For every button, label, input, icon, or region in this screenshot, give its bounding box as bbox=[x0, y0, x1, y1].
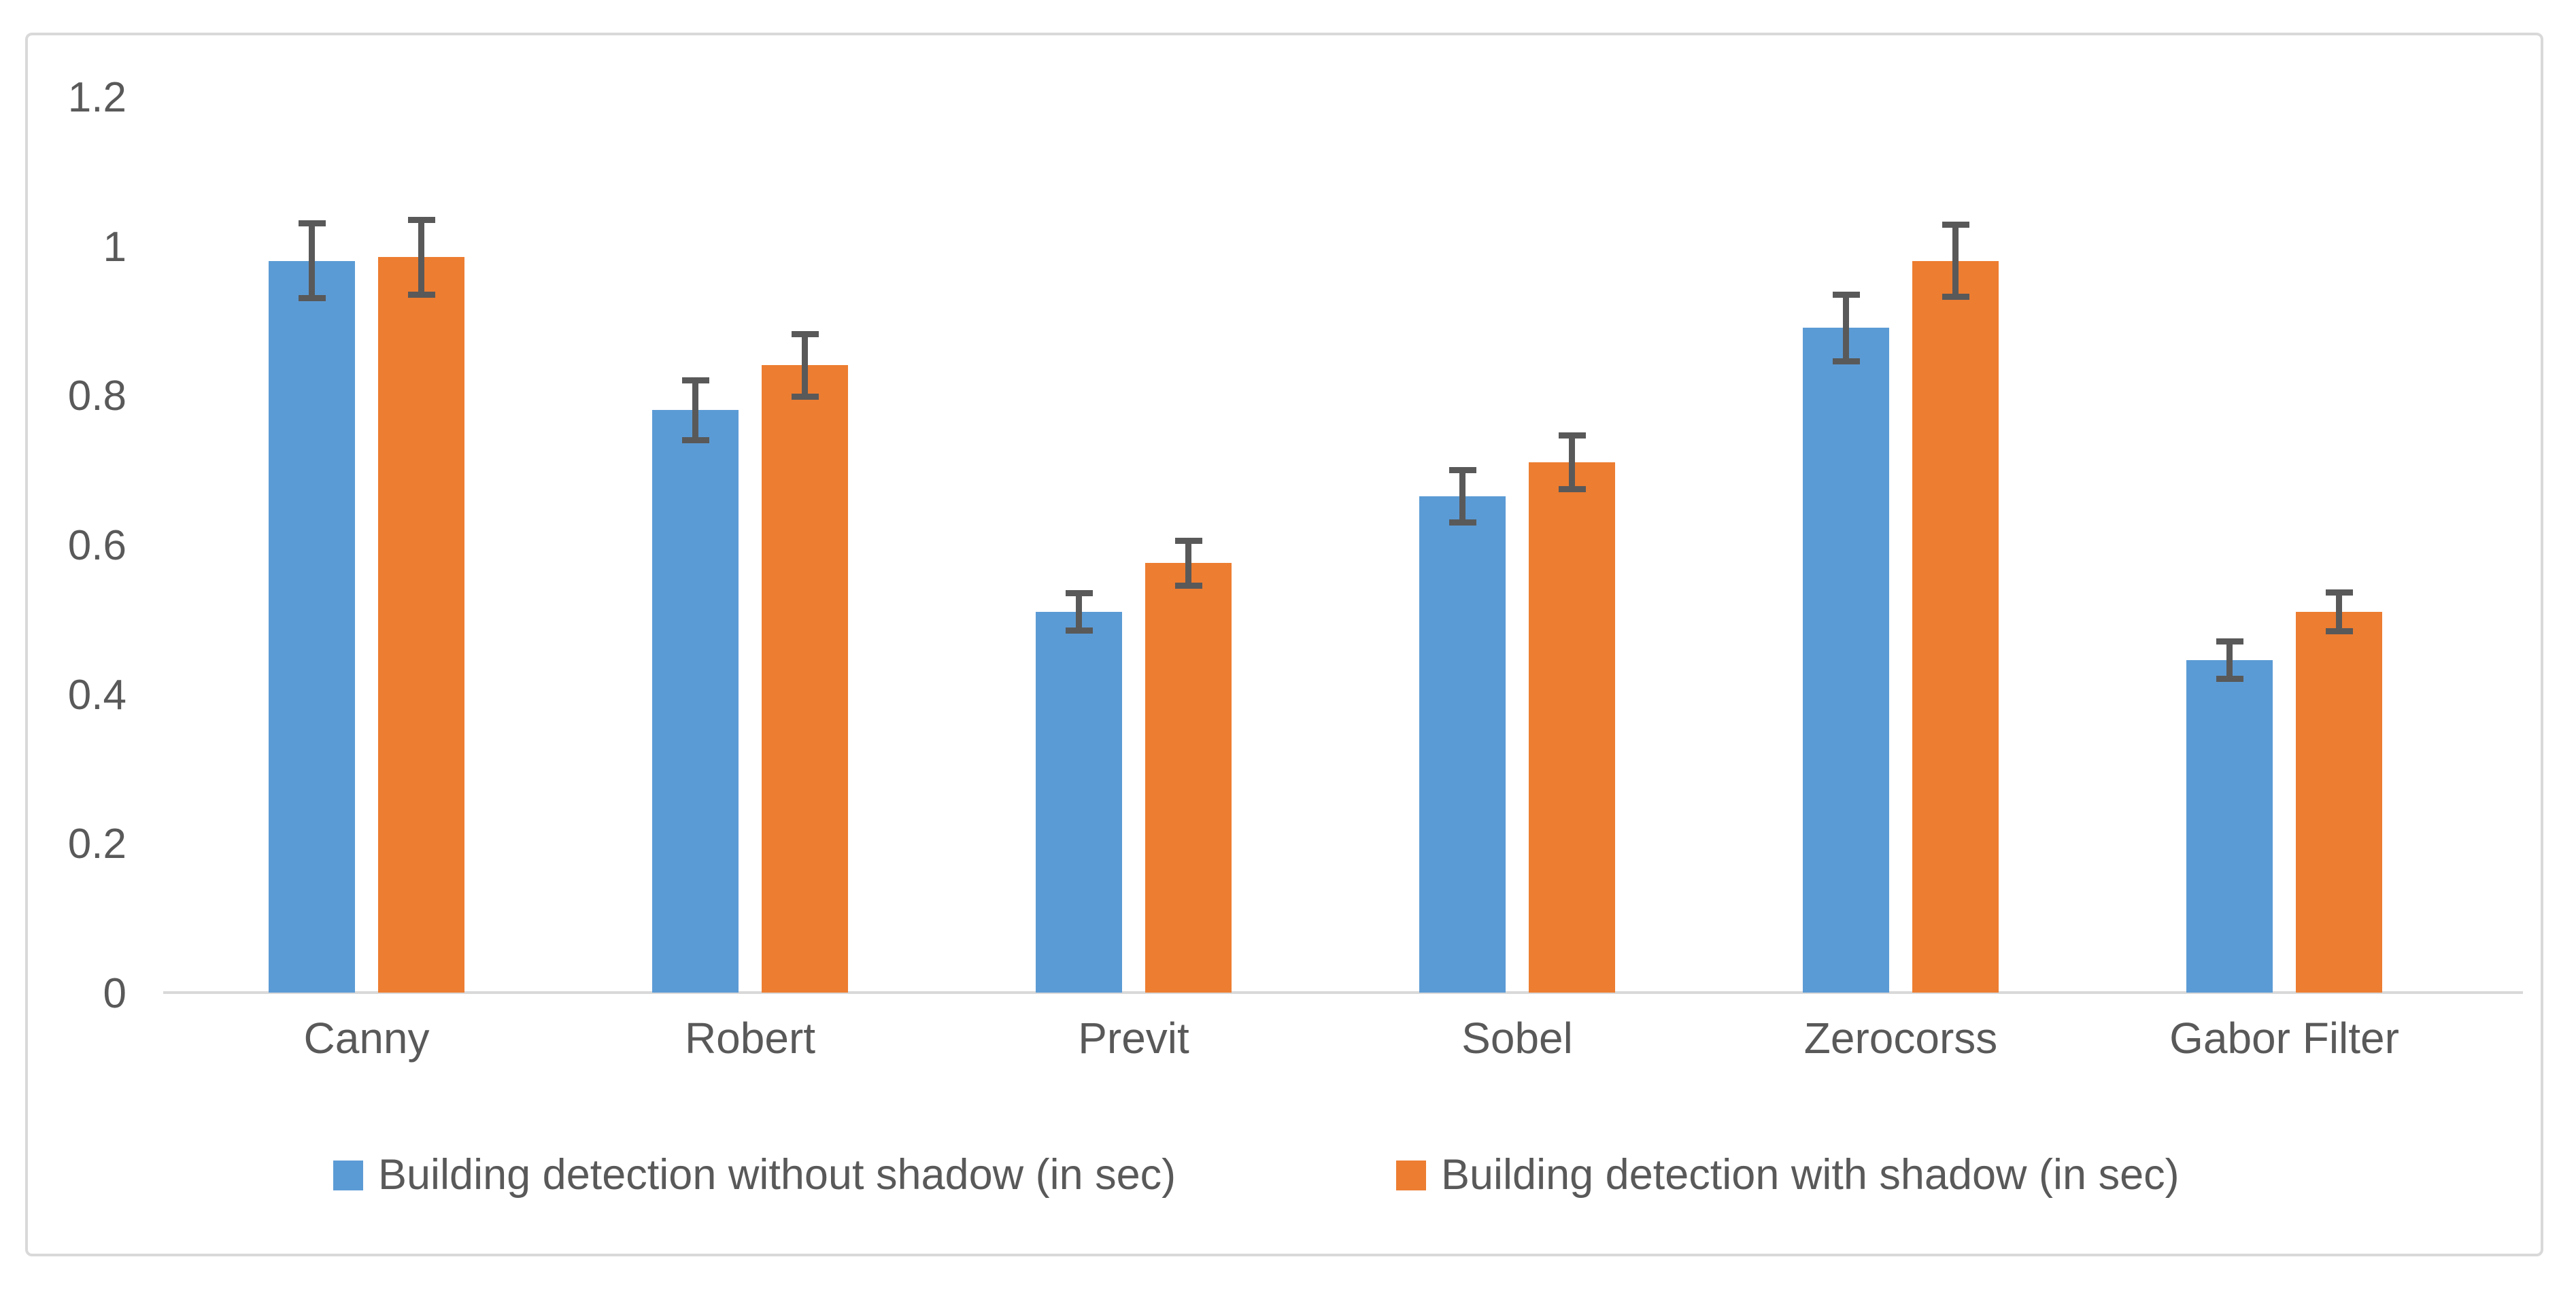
error-bar bbox=[682, 437, 709, 443]
error-bar bbox=[2326, 628, 2353, 634]
bar-with-shadow-zerocorss bbox=[1912, 261, 1999, 993]
bar-without-shadow-gabor-filter bbox=[2186, 660, 2273, 993]
error-bar bbox=[418, 220, 424, 294]
y-tick-label: 0.4 bbox=[67, 672, 126, 719]
legend-label: Building detection without shadow (in se… bbox=[378, 1151, 1176, 1199]
error-bar bbox=[1559, 486, 1586, 492]
error-bar bbox=[1833, 358, 1860, 364]
error-bar bbox=[1066, 590, 1093, 596]
x-category-label: Robert bbox=[684, 1014, 816, 1063]
x-category-label: Previt bbox=[1078, 1014, 1189, 1063]
error-bar bbox=[1185, 541, 1191, 586]
error-bar bbox=[1076, 593, 1082, 630]
y-tick-label: 0.8 bbox=[67, 373, 126, 419]
error-bar bbox=[1942, 222, 1969, 228]
legend-swatch-icon bbox=[1396, 1160, 1426, 1190]
legend-swatch-icon bbox=[333, 1160, 363, 1190]
x-category-label: Canny bbox=[303, 1014, 430, 1063]
error-bar bbox=[299, 295, 326, 301]
error-bar bbox=[692, 380, 698, 440]
bar-with-shadow-gabor-filter bbox=[2296, 612, 2382, 993]
x-category-label: Gabor Filter bbox=[2169, 1014, 2399, 1063]
bar-with-shadow-canny bbox=[378, 257, 464, 993]
error-bar bbox=[309, 224, 315, 298]
error-bar bbox=[802, 334, 808, 396]
error-bar bbox=[1066, 628, 1093, 634]
error-bar bbox=[1459, 470, 1465, 522]
error-bar bbox=[2336, 592, 2342, 631]
y-tick-label: 0.2 bbox=[67, 821, 126, 867]
y-tick-label: 1 bbox=[103, 224, 126, 271]
error-bar bbox=[1942, 294, 1969, 300]
error-bar bbox=[1833, 292, 1860, 298]
error-bar bbox=[1449, 519, 1476, 526]
bar-without-shadow-zerocorss bbox=[1803, 328, 1889, 993]
y-tick-label: 0 bbox=[103, 970, 126, 1017]
error-bar bbox=[1175, 538, 1202, 544]
bar-without-shadow-previt bbox=[1036, 612, 1122, 993]
bar-with-shadow-previt bbox=[1145, 563, 1232, 993]
error-bar bbox=[1952, 225, 1959, 296]
error-bar bbox=[408, 292, 435, 298]
legend-item-without-shadow: Building detection without shadow (in se… bbox=[333, 1154, 1176, 1197]
error-bar bbox=[2326, 589, 2353, 596]
bar-with-shadow-sobel bbox=[1529, 462, 1615, 993]
error-bar bbox=[1175, 583, 1202, 589]
error-bar bbox=[1569, 436, 1575, 489]
legend-label: Building detection with shadow (in sec) bbox=[1441, 1151, 2180, 1199]
bar-with-shadow-robert bbox=[762, 365, 848, 993]
x-axis-line bbox=[163, 991, 2523, 994]
error-bar bbox=[792, 394, 819, 400]
x-category-label: Zerocorss bbox=[1803, 1014, 1998, 1063]
error-bar bbox=[1449, 467, 1476, 473]
bar-without-shadow-sobel bbox=[1419, 496, 1506, 993]
y-tick-label: 1.2 bbox=[67, 74, 126, 121]
error-bar bbox=[408, 217, 435, 223]
error-bar bbox=[682, 377, 709, 383]
error-bar bbox=[2216, 676, 2243, 682]
error-bar bbox=[1559, 432, 1586, 439]
error-bar bbox=[1843, 294, 1849, 362]
x-category-label: Sobel bbox=[1461, 1014, 1573, 1063]
error-bar bbox=[792, 331, 819, 337]
legend-item-with-shadow: Building detection with shadow (in sec) bbox=[1396, 1154, 2180, 1197]
y-tick-label: 0.6 bbox=[67, 522, 126, 569]
bar-without-shadow-robert bbox=[652, 410, 739, 993]
error-bar bbox=[299, 220, 326, 226]
error-bar bbox=[2226, 642, 2233, 679]
error-bar bbox=[2216, 638, 2243, 644]
bar-without-shadow-canny bbox=[269, 261, 355, 993]
